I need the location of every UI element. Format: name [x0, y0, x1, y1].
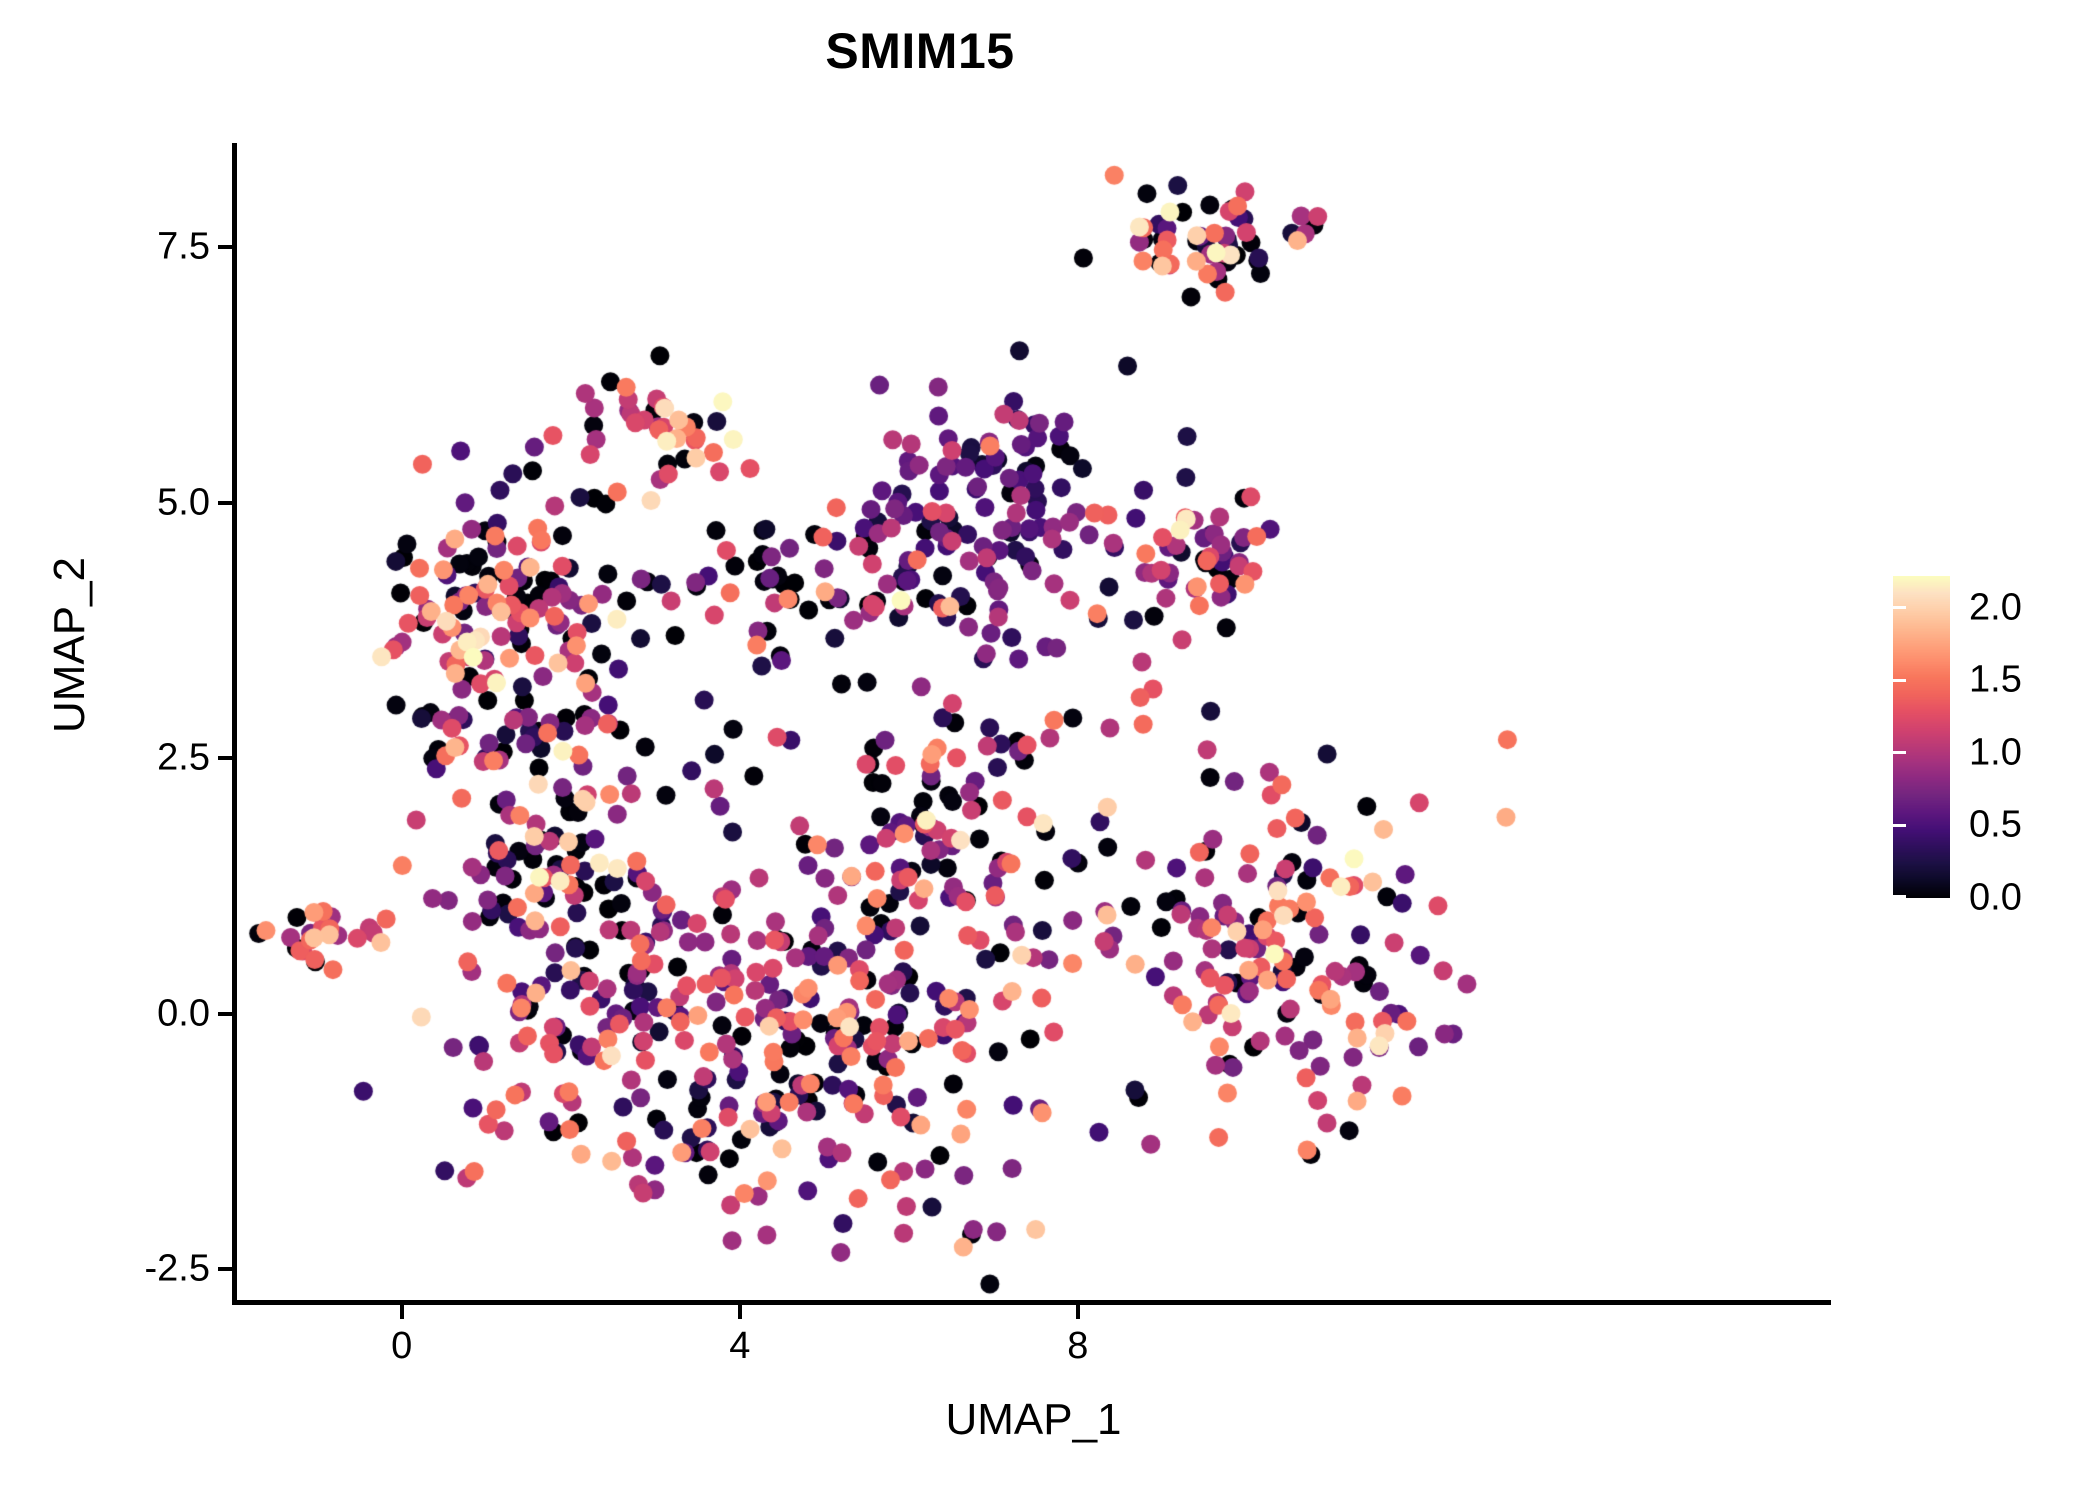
- x-tick-mark: [399, 1305, 404, 1319]
- y-tick-label: -2.5: [144, 1247, 210, 1290]
- colorbar-tick-mark: [1893, 823, 1906, 827]
- x-axis-line: [232, 1300, 1831, 1305]
- color-legend[interactable]: 2.0 1.5 1.0 0.5 0.0: [1893, 576, 2093, 919]
- colorbar-tick-mark: [1893, 606, 1906, 610]
- x-tick-label: 0: [391, 1325, 413, 1367]
- y-tick-mark: [218, 500, 232, 505]
- colorbar-gradient: [1893, 576, 1950, 898]
- colorbar-tick-mark: [1893, 895, 1906, 898]
- colorbar-tick-label: 0.0: [1969, 876, 2022, 919]
- y-tick-mark: [218, 1267, 232, 1272]
- y-tick-mark: [218, 756, 232, 761]
- scatter-plot-panel[interactable]: [236, 143, 1831, 1302]
- x-tick-mark: [1075, 1305, 1080, 1319]
- colorbar-tick-label: 0.5: [1969, 803, 2022, 846]
- x-tick-mark: [737, 1305, 742, 1319]
- colorbar-tick-mark: [2080, 606, 2093, 610]
- colorbar-tick-mark: [1893, 751, 1906, 755]
- y-tick-label: 0.0: [157, 992, 210, 1035]
- colorbar-tick-mark: [2080, 895, 2093, 898]
- x-axis-title: UMAP_1: [945, 1395, 1122, 1444]
- colorbar-tick-label: 1.5: [1969, 658, 2022, 701]
- colorbar-tick-mark: [1893, 678, 1906, 682]
- y-tick-mark: [218, 245, 232, 250]
- scatter-points-layer[interactable]: [236, 143, 1831, 1302]
- y-axis-title: UMAP_2: [45, 556, 94, 734]
- y-tick-mark: [218, 1011, 232, 1016]
- y-axis-line: [232, 143, 237, 1305]
- y-tick-label: 2.5: [157, 736, 210, 779]
- colorbar-tick-mark: [2080, 751, 2093, 755]
- colorbar-tick-mark: [2080, 678, 2093, 682]
- y-tick-label: 5.0: [157, 481, 210, 524]
- colorbar-tick-label: 1.0: [1969, 731, 2022, 774]
- page-title: SMIM15: [825, 23, 1015, 79]
- colorbar-tick-label: 2.0: [1969, 586, 2022, 629]
- y-tick-label: 7.5: [157, 225, 210, 268]
- x-tick-label: 4: [729, 1325, 751, 1367]
- colorbar-tick-mark: [2080, 823, 2093, 827]
- x-tick-label: 8: [1067, 1325, 1089, 1367]
